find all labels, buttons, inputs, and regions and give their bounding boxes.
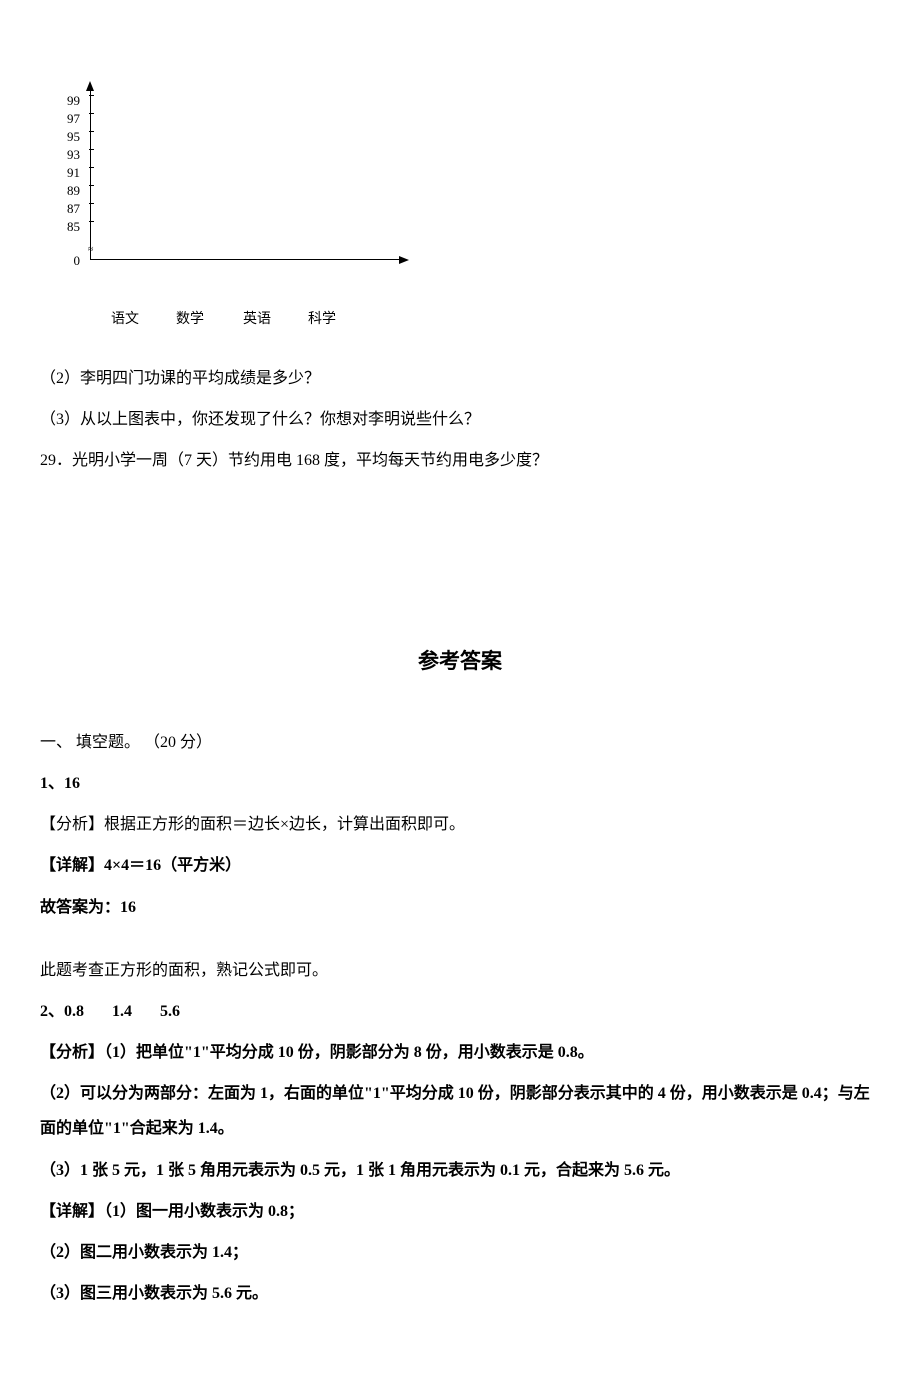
a2-val-2: 1.4 [112,1003,132,1020]
xlabel-science: 科学 [308,305,336,336]
chart: 99 97 95 93 91 89 87 85 0 ≈ 语文 数学 英语 科学 [40,90,400,280]
answer-1-analysis: 【分析】根据正方形的面积＝边长×边长，计算出面积即可。 [40,807,880,842]
answer-2-detail-1: 【详解】（1）图一用小数表示为 0.8； [40,1194,880,1229]
plot-area [90,90,400,260]
answer-2-analysis-1: 【分析】（1）把单位"1"平均分成 10 份，阴影部分为 8 份，用小数表示是 … [40,1035,880,1070]
ytick-mark [89,149,94,150]
answer-1-conclusion: 故答案为：16 [40,890,880,925]
answer-2-analysis-2: （2）可以分为两部分：左面为 1，右面的单位"1"平均分成 10 份，阴影部分表… [40,1076,880,1146]
ytick-mark [89,95,94,96]
answer-2-analysis-3: （3）1 张 5 元，1 张 5 角用元表示为 0.5 元，1 张 1 角用元表… [40,1153,880,1188]
answer-heading: 参考答案 [40,639,880,685]
chart-area: 99 97 95 93 91 89 87 85 0 ≈ 语文 数学 英语 科学 [40,90,880,280]
section-1-title: 一、 填空题。 （20 分） [40,725,880,760]
axis-break-icon: ≈ [88,247,94,253]
answer-2-number: 2、0.8 1.4 5.6 [40,994,880,1029]
a2-val-1: 0.8 [64,1003,84,1020]
a2-prefix: 2、 [40,1003,64,1020]
answer-2-detail-2: （2）图二用小数表示为 1.4； [40,1235,880,1270]
ytick-0: 0 [40,247,80,276]
x-axis-arrow [399,256,409,264]
ytick-mark [89,113,94,114]
question-2: （2）李明四门功课的平均成绩是多少？ [40,361,880,396]
ytick-mark [89,221,94,222]
ytick-mark [89,185,94,186]
question-29: 29．光明小学一周（7 天）节约用电 168 度，平均每天节约用电多少度？ [40,443,880,478]
answer-2-detail-3: （3）图三用小数表示为 5.6 元。 [40,1276,880,1311]
xlabel-chinese: 语文 [111,305,139,336]
ytick-mark [89,167,94,168]
ytick-mark [89,131,94,132]
a2-val-3: 5.6 [160,1003,180,1020]
answer-1-detail: 【详解】4×4＝16（平方米） [40,848,880,883]
answer-1-number: 1、16 [40,766,880,801]
ytick-85: 85 [40,213,80,242]
ytick-mark [89,203,94,204]
question-3: （3）从以上图表中，你还发现了什么？你想对李明说些什么？ [40,402,880,437]
answer-1-note: 此题考查正方形的面积，熟记公式即可。 [40,953,880,988]
xlabel-math: 数学 [176,305,204,336]
xlabel-english: 英语 [243,305,271,336]
y-axis-arrow [86,81,94,91]
